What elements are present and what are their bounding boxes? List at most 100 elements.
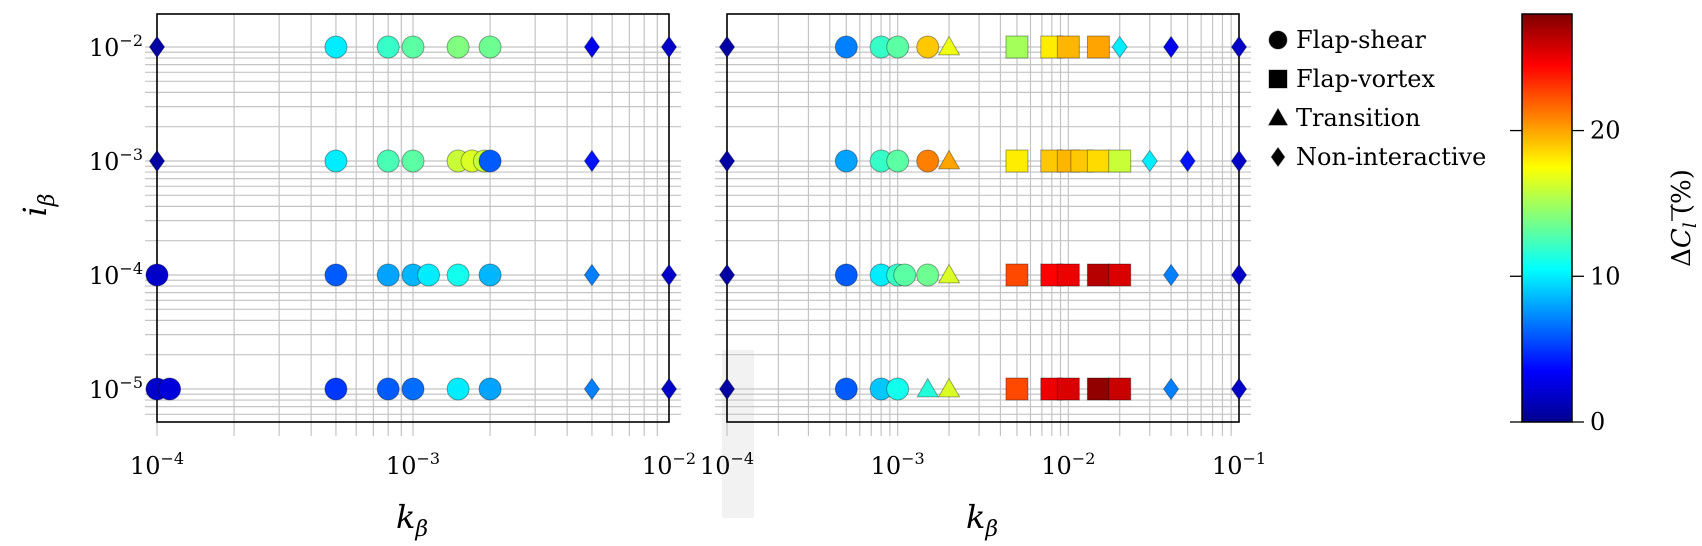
data-point-flap-vortex xyxy=(1005,149,1029,173)
data-point-non-interactive xyxy=(1141,149,1158,173)
data-point-flap-vortex xyxy=(1086,35,1110,59)
data-point-flap-shear xyxy=(446,35,470,59)
y-tick-label: 10−3 xyxy=(89,145,143,176)
x-tick-label: 10−1 xyxy=(1212,449,1266,480)
data-point-flap-shear xyxy=(834,377,858,401)
data-point-flap-vortex xyxy=(1056,263,1080,287)
data-point-flap-shear xyxy=(446,263,470,287)
plot-frame xyxy=(726,13,1240,423)
data-point-flap-shear xyxy=(417,263,441,287)
x-tick-labels-left: 10−4 10−3 10−2 xyxy=(130,449,696,480)
data-point-non-interactive xyxy=(148,149,166,173)
grid-right xyxy=(715,14,1251,436)
data-point-flap-shear xyxy=(324,149,348,173)
data-point-non-interactive xyxy=(660,377,678,401)
legend-item: Flap-shear xyxy=(1268,26,1426,54)
data-point-flap-vortex xyxy=(1005,35,1029,59)
data-point-flap-vortex xyxy=(1056,35,1080,59)
data-point-flap-shear xyxy=(916,263,940,287)
data-point-flap-shear xyxy=(886,149,910,173)
data-point-flap-shear xyxy=(478,377,502,401)
data-point-non-interactive xyxy=(718,263,736,287)
y-tick-labels-left: 10−5 10−4 10−3 10−2 xyxy=(89,31,143,404)
legend-label: Flap-vortex xyxy=(1296,65,1435,93)
data-point-flap-vortex xyxy=(1086,149,1110,173)
data-point-flap-shear xyxy=(145,263,169,287)
data-point-flap-shear xyxy=(401,35,425,59)
x-tick-label: 10−3 xyxy=(386,449,440,480)
data-point-flap-shear xyxy=(376,149,400,173)
data-point-flap-shear xyxy=(401,377,425,401)
x-tick-label: 10−2 xyxy=(1041,449,1095,480)
y-tick-label: 10−4 xyxy=(89,259,143,290)
data-point-non-interactive xyxy=(583,35,601,59)
data-point-flap-vortex xyxy=(1108,377,1132,401)
panel-right: 10−4 10−3 10−2 10−1 kβ xyxy=(700,13,1266,542)
data-point-transition xyxy=(937,377,961,398)
data-point-flap-vortex xyxy=(1108,263,1132,287)
data-point-flap-shear xyxy=(478,263,502,287)
data-point-flap-shear xyxy=(376,35,400,59)
legend-label: Non-interactive xyxy=(1296,143,1486,171)
data-point-flap-vortex xyxy=(1108,149,1132,173)
data-point-flap-shear xyxy=(324,377,348,401)
legend-item: Non-interactive xyxy=(1270,143,1486,171)
data-point-flap-shear xyxy=(324,263,348,287)
data-point-flap-shear xyxy=(834,149,858,173)
colorbar: 0 10 20 ΔCl (%) xyxy=(1510,13,1701,436)
legend-label: Transition xyxy=(1296,104,1420,132)
data-point-non-interactive xyxy=(583,263,601,287)
legend-marker-diamond xyxy=(1270,146,1286,168)
legend-label: Flap-shear xyxy=(1296,26,1426,54)
colorbar-tick-label: 10 xyxy=(1590,262,1621,290)
legend-marker-circle xyxy=(1268,30,1288,50)
data-point-non-interactive xyxy=(1162,377,1180,401)
data-point-flap-shear xyxy=(916,35,940,59)
data-point-transition xyxy=(937,35,961,56)
data-point-non-interactive xyxy=(583,149,601,173)
data-point-flap-shear xyxy=(478,35,502,59)
y-tick-label: 10−2 xyxy=(89,31,143,62)
x-axis-label-left: kβ xyxy=(396,498,428,542)
data-point-non-interactive xyxy=(660,263,678,287)
legend-marker-square xyxy=(1268,69,1288,89)
data-point-non-interactive xyxy=(1111,35,1128,59)
data-point-non-interactive xyxy=(660,35,678,59)
x-tick-label: 10−4 xyxy=(700,449,754,480)
grid-left xyxy=(145,14,681,436)
legend: Flap-shear Flap-vortex Transition Non-inter… xyxy=(1267,26,1486,171)
data-point-flap-shear xyxy=(834,263,858,287)
marks-right xyxy=(718,35,1248,401)
data-point-non-interactive xyxy=(718,35,736,59)
data-point-non-interactive xyxy=(583,377,601,401)
x-tick-labels-right: 10−4 10−3 10−2 10−1 xyxy=(700,449,1266,480)
data-point-non-interactive xyxy=(148,35,166,59)
data-point-flap-shear xyxy=(886,35,910,59)
marks-left xyxy=(145,35,678,401)
data-point-flap-shear xyxy=(886,377,910,401)
data-point-non-interactive xyxy=(1179,149,1196,173)
data-point-flap-shear xyxy=(401,149,425,173)
data-point-non-interactive xyxy=(1230,263,1248,287)
data-point-flap-vortex xyxy=(1086,377,1110,401)
data-point-non-interactive xyxy=(718,377,736,401)
data-point-flap-vortex xyxy=(1056,377,1080,401)
data-point-non-interactive xyxy=(1162,35,1180,59)
data-point-flap-shear xyxy=(834,35,858,59)
y-tick-label: 10−5 xyxy=(89,373,143,404)
data-point-transition xyxy=(916,377,940,398)
y-axis-label: iβ xyxy=(16,194,60,217)
panel-left: 10−4 10−3 10−2 10−5 10−4 10−3 10−2 kβ iβ xyxy=(16,13,696,542)
axes-frame-right xyxy=(726,13,1240,423)
x-tick-label: 10−4 xyxy=(130,449,184,480)
data-point-non-interactive xyxy=(1230,377,1248,401)
colorbar-ticks: 0 10 20 xyxy=(1510,117,1621,436)
data-point-flap-shear xyxy=(376,263,400,287)
data-point-non-interactive xyxy=(1162,263,1180,287)
data-point-non-interactive xyxy=(718,149,736,173)
data-point-flap-vortex xyxy=(1005,377,1029,401)
data-point-flap-shear xyxy=(478,149,502,173)
x-axis-label-right: kβ xyxy=(966,498,998,542)
data-point-flap-shear xyxy=(324,35,348,59)
